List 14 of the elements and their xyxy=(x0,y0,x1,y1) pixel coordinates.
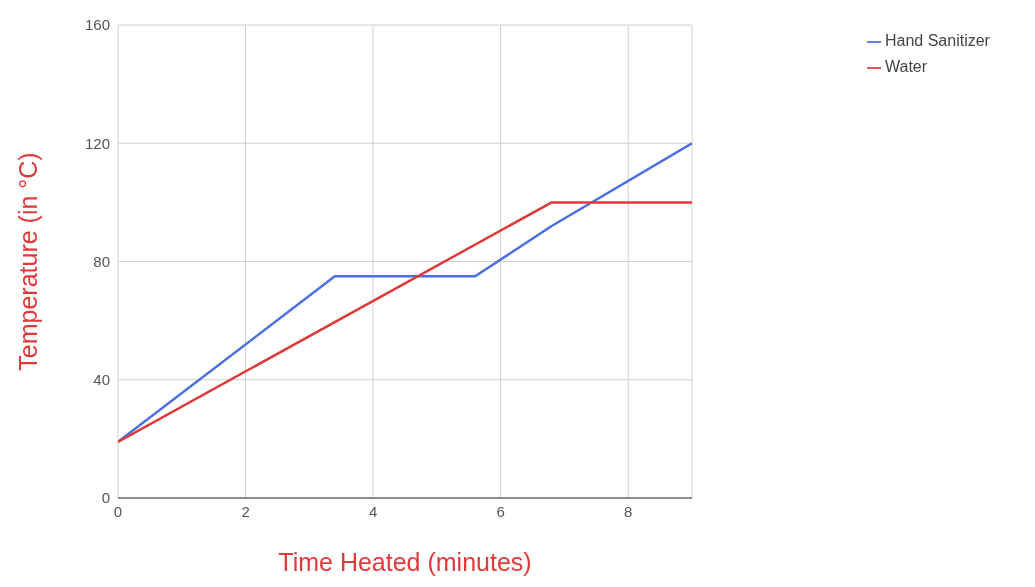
x-axis-title: Time Heated (minutes) xyxy=(278,548,532,576)
x-tick-label: 6 xyxy=(496,502,505,520)
y-tick-label: 120 xyxy=(84,134,110,152)
y-tick-label: 40 xyxy=(93,371,110,389)
x-tick-label: 4 xyxy=(368,502,378,520)
legend-label: Hand Sanitizer xyxy=(885,32,990,49)
y-tick-label: 80 xyxy=(93,252,110,270)
y-tick-label: 0 xyxy=(101,489,110,507)
x-tick-label: 8 xyxy=(624,502,633,520)
x-tick-label: 2 xyxy=(241,502,250,520)
y-tick-label: 160 xyxy=(84,16,110,34)
x-tick-label: 0 xyxy=(113,502,123,520)
y-axis-title: Temperature (in °C) xyxy=(13,152,42,371)
legend-label: Water xyxy=(885,58,928,75)
